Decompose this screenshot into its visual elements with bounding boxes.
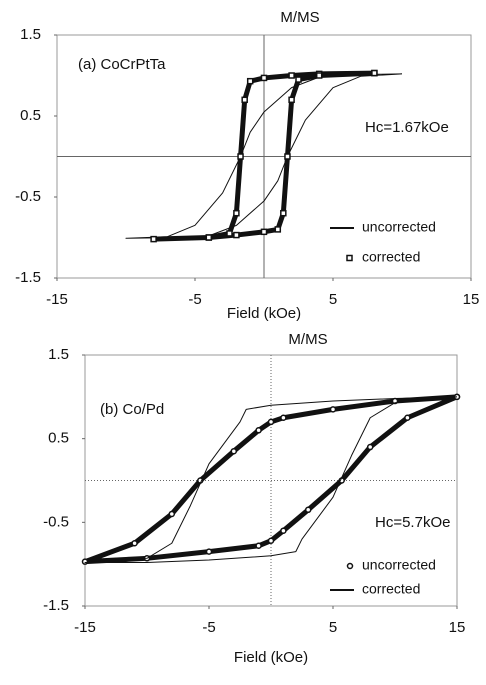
legend-label: uncorrected [362,557,436,573]
marker [168,510,176,518]
annotation: (b) Co/Pd [100,401,164,418]
marker [226,230,233,237]
annotation: (a) CoCrPtTa [78,56,166,73]
marker [260,74,268,82]
marker [329,406,337,413]
legend-label: uncorrected [362,219,436,235]
x-tick-label: 15 [463,291,480,308]
x-tick-label: -5 [188,291,201,308]
legend-label: corrected [362,249,420,265]
marker [230,447,238,455]
legend-label: corrected [362,581,420,597]
y-tick-label: -1.5 [15,269,41,286]
marker [255,542,262,550]
marker [267,418,275,426]
marker [246,77,254,85]
y-tick-label: -1.5 [43,597,69,614]
x-tick-label: 5 [329,291,337,308]
marker [233,231,240,239]
legend-marker [346,562,354,570]
marker [315,72,323,79]
x-tick-label: 15 [449,619,466,636]
marker [237,153,244,160]
y-tick-label: -0.5 [15,188,41,205]
y-tick-label: 0.5 [20,107,41,124]
y-tick-label: 1.5 [20,26,41,43]
marker [205,234,213,241]
annotation: Hc=5.7kOe [375,514,450,531]
marker [274,226,282,233]
y-tick-label: -0.5 [43,513,69,530]
marker [295,76,302,83]
marker [131,540,138,547]
marker [280,527,287,534]
marker [233,209,240,217]
marker [366,443,374,451]
marker [241,96,248,104]
y-tick-label: 1.5 [48,346,69,363]
marker [404,414,411,421]
marker [288,72,295,79]
x-tick-label: -15 [74,619,96,636]
marker [205,548,213,555]
marker [284,153,291,160]
marker [81,558,89,565]
marker [150,235,157,243]
marker [280,209,287,217]
x-axis-label: Field (kOe) [234,649,308,666]
x-tick-label: -15 [46,291,68,308]
legend-marker [346,254,353,262]
y-tick-label: 0.5 [48,430,69,447]
annotation: Hc=1.67kOe [365,119,449,136]
marker [260,228,268,236]
marker [267,537,275,544]
x-axis-label: Field (kOe) [227,305,301,322]
marker [304,506,312,514]
marker [288,96,295,104]
x-tick-label: -5 [202,619,215,636]
marker [280,414,287,421]
loop-line [84,396,458,563]
loop-line [125,73,403,239]
marker [255,427,262,434]
marker [371,69,378,77]
chart-title: M/MS [280,9,319,26]
x-tick-label: 5 [329,619,337,636]
chart-title: M/MS [288,331,327,348]
